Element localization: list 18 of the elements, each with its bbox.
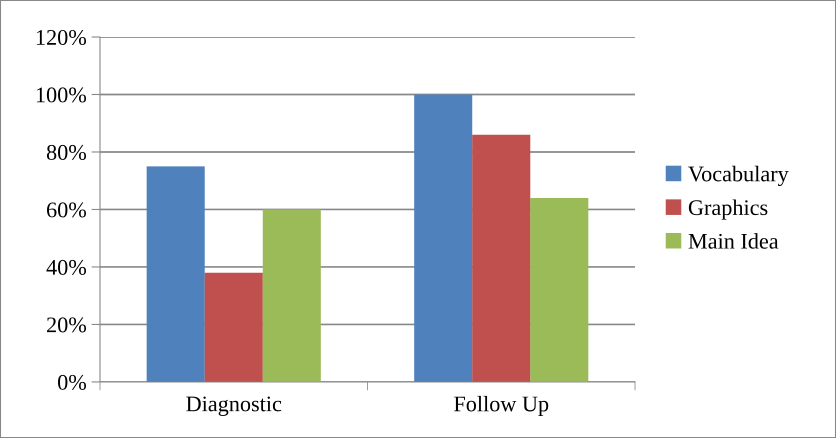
y-tick-label: 100% bbox=[36, 87, 86, 102]
y-tick-label: 120% bbox=[36, 30, 86, 46]
bar bbox=[414, 94, 472, 382]
y-tick-label: 60% bbox=[47, 202, 86, 218]
x-tick-label: Follow Up bbox=[454, 396, 548, 416]
bar bbox=[204, 272, 263, 382]
x-tick-label: Diagnostic bbox=[186, 396, 282, 416]
bar bbox=[146, 166, 205, 382]
legend-label: Graphics bbox=[688, 199, 768, 220]
bar bbox=[530, 198, 588, 382]
y-tick-label: 40% bbox=[46, 260, 86, 275]
bar bbox=[472, 134, 530, 382]
legend-label: Vocabulary bbox=[688, 166, 789, 186]
bar bbox=[262, 209, 321, 382]
y-tick-label: 80% bbox=[46, 144, 86, 160]
y-tick-label: 0% bbox=[58, 374, 86, 390]
y-tick-label: 20% bbox=[47, 317, 86, 332]
legend-label: Main Idea bbox=[688, 233, 778, 249]
